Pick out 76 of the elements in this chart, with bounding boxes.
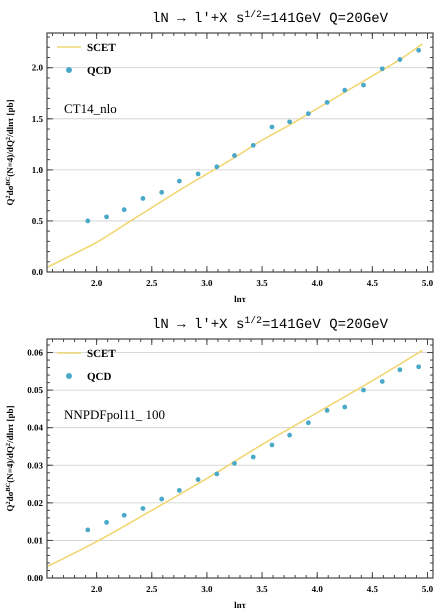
point [306, 420, 311, 426]
x-axis-title: lnτ [234, 600, 247, 610]
point [140, 506, 146, 511]
point [287, 119, 292, 124]
point [214, 472, 220, 476]
point [232, 153, 237, 158]
point [324, 100, 330, 105]
point [306, 111, 311, 116]
chart-title: lN → l'+X s$^{1/2}$=141GeV Q=20GeV [152, 8, 389, 27]
x-tick-label: 5.0 [422, 278, 434, 288]
x-tick-label: 3.5 [256, 278, 268, 288]
y-tick-label: 2.0 [32, 62, 44, 73]
y-tick-label: 0.06 [27, 348, 44, 358]
x-tick-label: 2.5 [146, 584, 158, 594]
point [104, 214, 109, 220]
point [270, 442, 274, 448]
point [361, 82, 366, 88]
annotation: CT14_nlo [64, 101, 117, 116]
legend-label: QCD [87, 65, 112, 77]
point [380, 66, 385, 72]
point [214, 164, 220, 170]
point [140, 196, 146, 201]
point [342, 404, 348, 410]
point [85, 528, 90, 532]
annotation: NNPDFpol11_ 100 [64, 407, 166, 422]
point [270, 124, 274, 130]
line-series [47, 350, 423, 568]
line-series [47, 43, 423, 268]
point [342, 88, 348, 93]
y-tick-label: 0.04 [27, 422, 44, 433]
x-tick-label: 5.0 [422, 584, 434, 594]
y-tick-label: 0.03 [27, 460, 44, 470]
point [176, 178, 182, 184]
legend-label: SCET [87, 348, 116, 360]
point [416, 364, 422, 370]
point [196, 477, 200, 482]
point [176, 488, 182, 493]
point [232, 460, 237, 466]
point [380, 379, 385, 384]
y-tick-label: 0.01 [27, 535, 44, 546]
x-tick-label: 4.0 [312, 278, 324, 288]
x-tick-label: 2.0 [91, 584, 103, 594]
y-tick-label: 0.0 [32, 267, 44, 277]
point [287, 432, 292, 438]
legend-label: QCD [87, 371, 112, 383]
point [250, 142, 256, 148]
chart-title: lN → l'+X s$^{1/2}$=141GeV Q=20GeV [152, 314, 389, 333]
y-tick-label: 1.0 [32, 164, 44, 175]
x-axis-title: lnτ [234, 294, 247, 304]
x-tick-label: 4.0 [312, 584, 324, 594]
point [85, 218, 90, 224]
x-tick-label: 3.5 [256, 584, 268, 594]
x-tick-label: 2.5 [146, 278, 158, 288]
y-tick-label: 0.02 [27, 498, 44, 508]
x-tick-label: 3.0 [201, 584, 214, 594]
x-tick-label: 4.5 [366, 278, 378, 288]
x-tick-label: 4.5 [366, 584, 378, 594]
point [122, 207, 127, 212]
x-tick-label: 3.0 [201, 278, 214, 288]
y-tick-label: 0.05 [27, 385, 44, 396]
point [416, 48, 422, 53]
y-tick-label: 1.5 [32, 114, 44, 124]
point [398, 367, 402, 372]
x-tick-label: 2.0 [91, 278, 103, 288]
point [159, 496, 164, 502]
point [196, 172, 200, 176]
point [159, 190, 164, 195]
legend-label: SCET [87, 42, 116, 54]
point [122, 512, 127, 518]
point [361, 388, 366, 393]
point [324, 408, 330, 413]
point [250, 454, 256, 460]
y-tick-label: 0.00 [27, 573, 44, 583]
y-tick-label: 0.5 [32, 216, 44, 226]
point [398, 57, 402, 62]
point [104, 520, 109, 525]
